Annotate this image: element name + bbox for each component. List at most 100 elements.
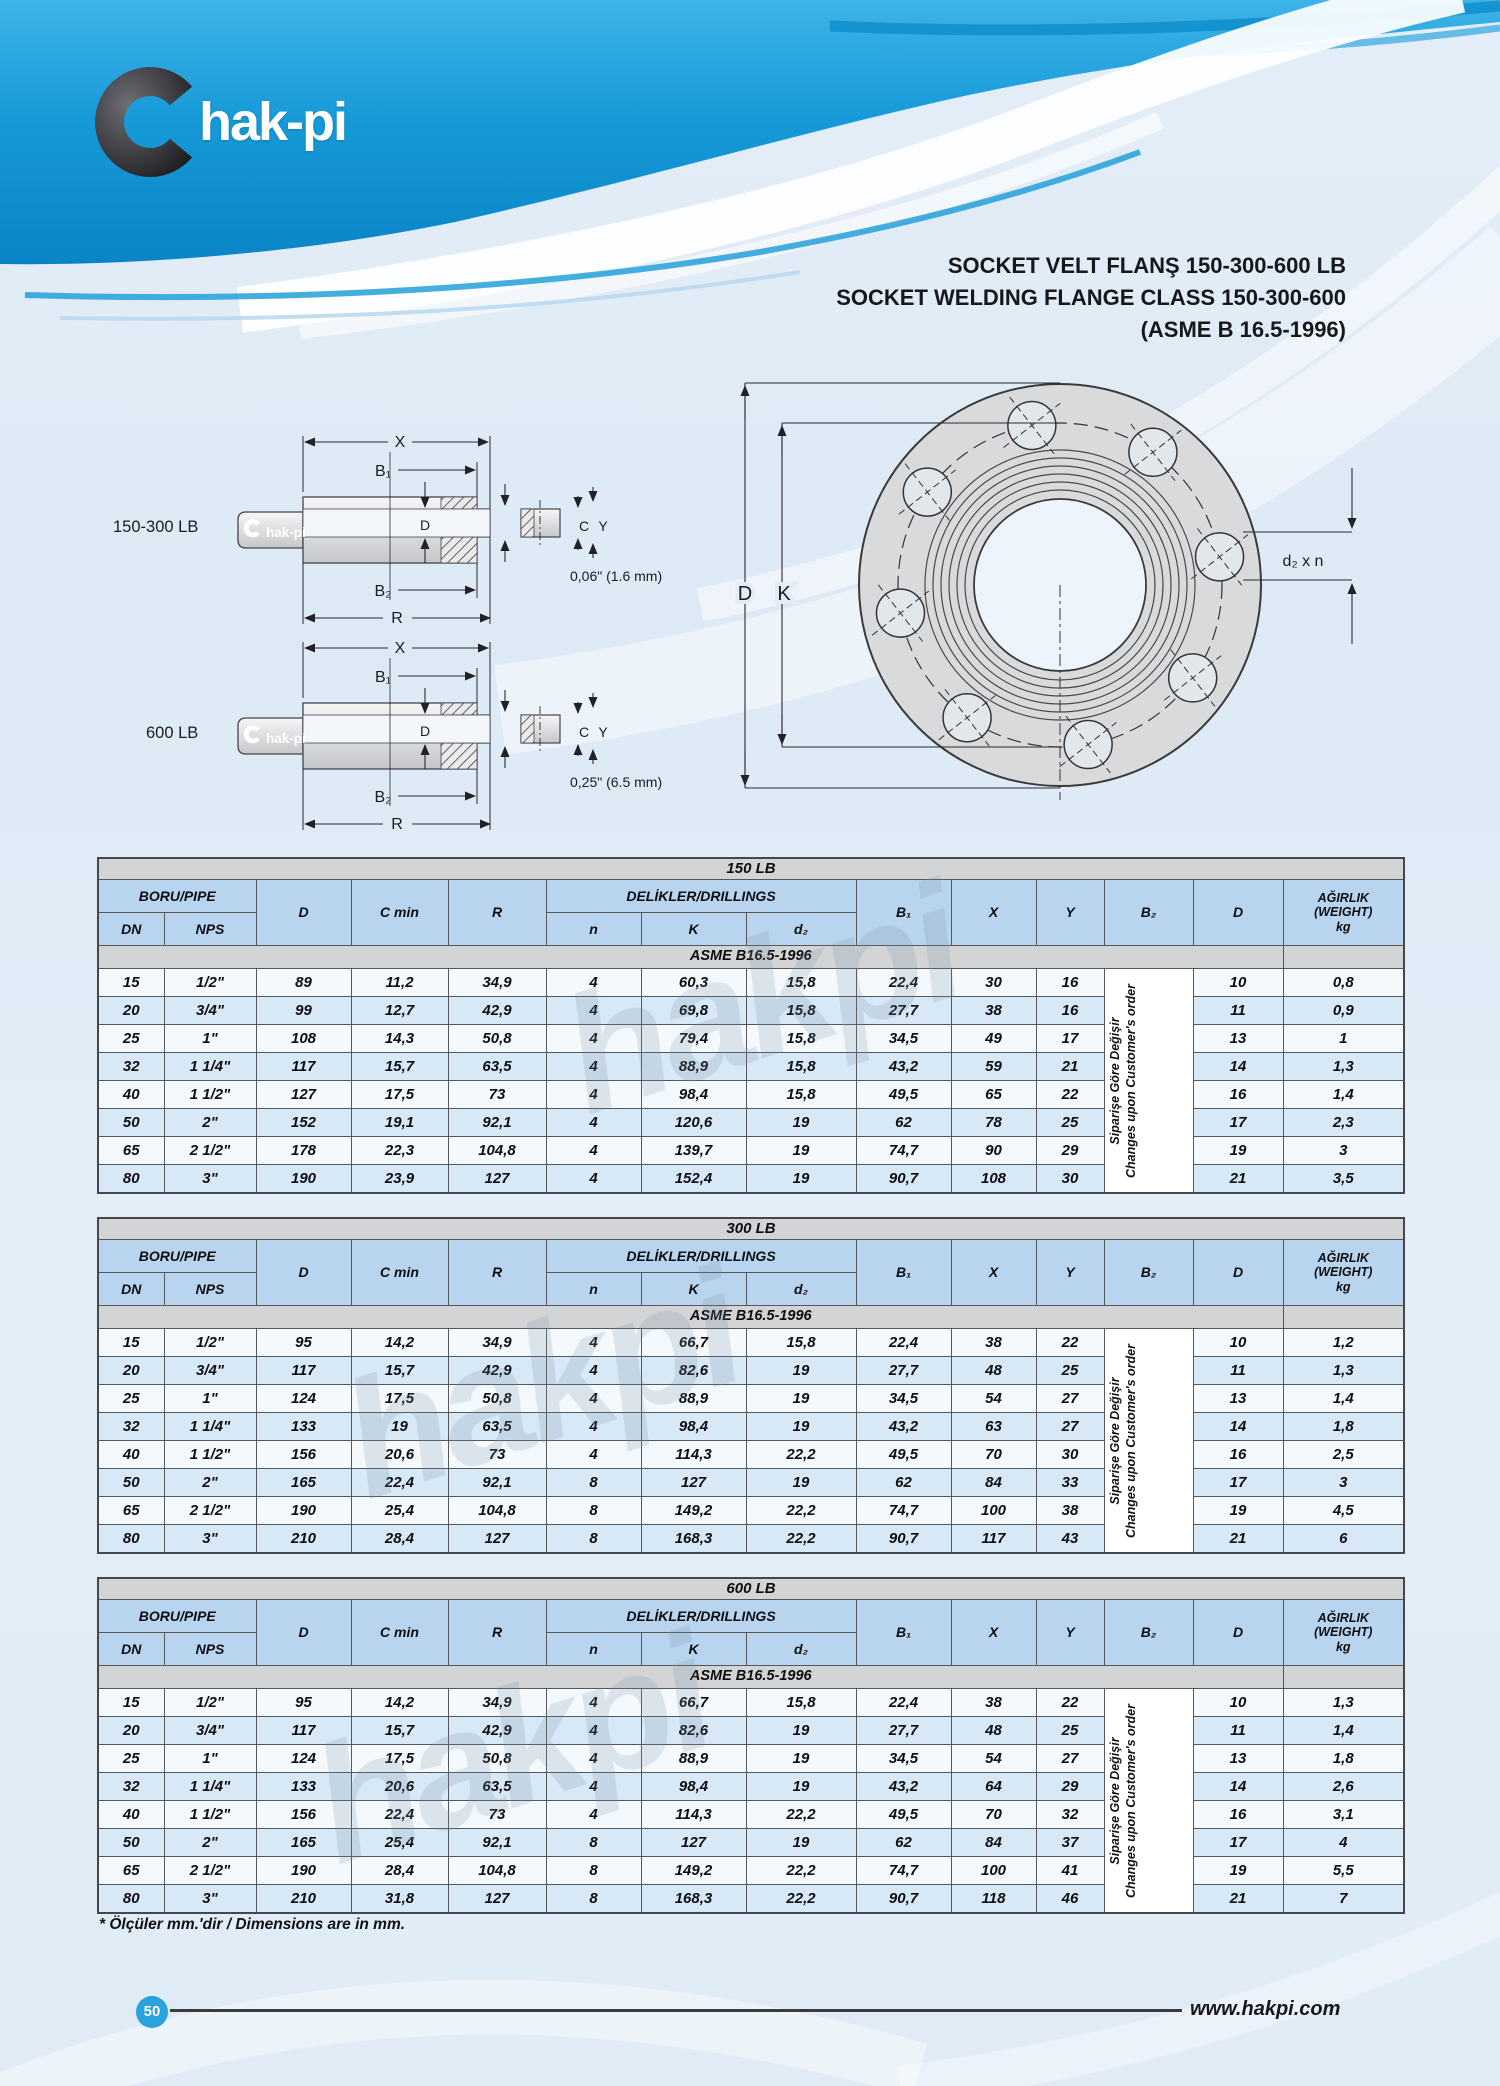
data-cell: 21 — [1192, 1884, 1284, 1914]
col-header-dn: DN — [97, 1632, 165, 1666]
data-cell: 1,3 — [1282, 1356, 1405, 1385]
data-cell: 149,2 — [640, 1496, 747, 1525]
data-cell: 1,3 — [1282, 1688, 1405, 1717]
data-cell: 41 — [1035, 1856, 1105, 1885]
data-cell: 73 — [447, 1080, 547, 1109]
col-header-d: D — [255, 879, 352, 946]
data-cell: 32 — [97, 1772, 165, 1801]
data-cell: 1/2" — [163, 1328, 257, 1357]
data-cell: 165 — [255, 1828, 352, 1857]
data-cell: 1,8 — [1282, 1744, 1405, 1773]
col-header-y: Y — [1035, 1599, 1105, 1666]
footer-rule — [170, 2009, 1182, 2012]
data-cell: 34,5 — [855, 1384, 952, 1413]
data-cell: 4 — [545, 1108, 642, 1137]
data-cell: 165 — [255, 1468, 352, 1497]
data-cell: 19 — [745, 1136, 857, 1165]
table-row: 80 3" 190 23,9 127 4 152,4 19 90,7 108 30 21 3,5 — [97, 1164, 1405, 1194]
data-cell: 37 — [1035, 1828, 1105, 1857]
b2-note: Siparişe Göre Değişir Changes upon Custom… — [1107, 983, 1138, 1178]
data-cell: 62 — [855, 1468, 952, 1497]
data-cell: 108 — [255, 1024, 352, 1053]
data-cell: 1/2" — [163, 968, 257, 997]
data-cell: 127 — [447, 1524, 547, 1554]
data-cell: 34,5 — [855, 1744, 952, 1773]
data-cell: 0,8 — [1282, 968, 1405, 997]
data-cell: 50,8 — [447, 1024, 547, 1053]
data-cell: 27 — [1035, 1412, 1105, 1441]
data-cell: 65 — [97, 1856, 165, 1885]
data-cell: 1" — [163, 1024, 257, 1053]
data-cell: 49,5 — [855, 1080, 952, 1109]
data-cell: 22,2 — [745, 1856, 857, 1885]
data-cell: 50 — [97, 1108, 165, 1137]
data-cell: 65 — [950, 1080, 1037, 1109]
data-cell: 42,9 — [447, 1716, 547, 1745]
title-line-2: SOCKET WELDING FLANGE CLASS 150-300-600 — [836, 285, 1346, 310]
col-header-d2-holes: d₂ — [745, 1632, 857, 1666]
data-cell: 4 — [545, 1744, 642, 1773]
data-cell: 13 — [1192, 1384, 1284, 1413]
col-header-x: X — [950, 1239, 1037, 1306]
data-cell: 124 — [255, 1384, 352, 1413]
data-cell: 4 — [545, 1688, 642, 1717]
data-cell: 88,9 — [640, 1744, 747, 1773]
data-cell: 90 — [950, 1136, 1037, 1165]
data-cell: 15 — [97, 1328, 165, 1357]
data-cell: 50 — [97, 1828, 165, 1857]
data-cell: 19,1 — [350, 1108, 449, 1137]
data-cell: 8 — [545, 1884, 642, 1914]
data-cell: 210 — [255, 1524, 352, 1554]
data-cell: 30 — [950, 968, 1037, 997]
col-header-b2: B₂ — [1103, 1599, 1194, 1666]
b2-note: Siparişe Göre Değişir Changes upon Custom… — [1107, 1703, 1138, 1898]
data-cell: 117 — [255, 1356, 352, 1385]
col-header-c-min: C min — [350, 1599, 449, 1666]
data-cell: 34,9 — [447, 968, 547, 997]
data-cell: 66,7 — [640, 1688, 747, 1717]
data-cell: 1,2 — [1282, 1328, 1405, 1357]
data-cell: 50,8 — [447, 1384, 547, 1413]
data-cell: 20,6 — [350, 1440, 449, 1469]
data-cell: 49,5 — [855, 1440, 952, 1469]
col-header-n: n — [545, 912, 642, 946]
standard-row: ASME B16.5-1996 — [97, 1305, 1284, 1329]
data-cell: 1" — [163, 1744, 257, 1773]
data-cell: 65 — [97, 1136, 165, 1165]
website-link[interactable]: www.hakpi.com — [1190, 1998, 1341, 2020]
data-cell: 15 — [97, 968, 165, 997]
table-row: 20 3/4" 117 15,7 42,9 4 82,6 19 27,7 48 25 11 1,3 — [97, 1356, 1405, 1385]
data-cell: 38 — [950, 1688, 1037, 1717]
data-cell: 80 — [97, 1884, 165, 1914]
data-cell: 42,9 — [447, 996, 547, 1025]
data-cell: 11,2 — [350, 968, 449, 997]
data-cell: 15,8 — [745, 1052, 857, 1081]
table-row: 32 1 1/4" 133 20,6 63,5 4 98,4 19 43,2 64 29 14 2,6 — [97, 1772, 1405, 1801]
data-cell: 25 — [1035, 1108, 1105, 1137]
data-cell: 15,8 — [745, 1688, 857, 1717]
col-header-nps: NPS — [163, 1632, 257, 1666]
data-cell: 15,8 — [745, 1080, 857, 1109]
data-cell: 29 — [1035, 1772, 1105, 1801]
data-cell: 1 1/4" — [163, 1052, 257, 1081]
data-cell: 16 — [1035, 996, 1105, 1025]
data-cell: 127 — [640, 1828, 747, 1857]
data-cell: 19 — [1192, 1856, 1284, 1885]
table-row: 65 2 1/2" 190 25,4 104,8 8 149,2 22,2 74,7 100 38 1… — [97, 1496, 1405, 1525]
table-row: 65 2 1/2" 178 22,3 104,8 4 139,7 19 74,7 90 29 19 3 — [97, 1136, 1405, 1165]
data-cell: 90,7 — [855, 1524, 952, 1554]
data-cell: 74,7 — [855, 1136, 952, 1165]
data-cell: 21 — [1192, 1164, 1284, 1194]
data-cell: 133 — [255, 1772, 352, 1801]
data-cell: 11 — [1192, 996, 1284, 1025]
data-cell: 114,3 — [640, 1440, 747, 1469]
spec-table-300-lb: 300 LB BORU/PIPE D C min R DELİKLER/DRILLINGS… — [97, 1217, 1406, 1554]
col-header-b1: B₁ — [855, 1599, 952, 1666]
col-header-x: X — [950, 1599, 1037, 1666]
data-cell: 25,4 — [350, 1496, 449, 1525]
data-cell: 178 — [255, 1136, 352, 1165]
data-cell: 15,7 — [350, 1052, 449, 1081]
data-cell: 63,5 — [447, 1052, 547, 1081]
data-cell: 19 — [745, 1772, 857, 1801]
